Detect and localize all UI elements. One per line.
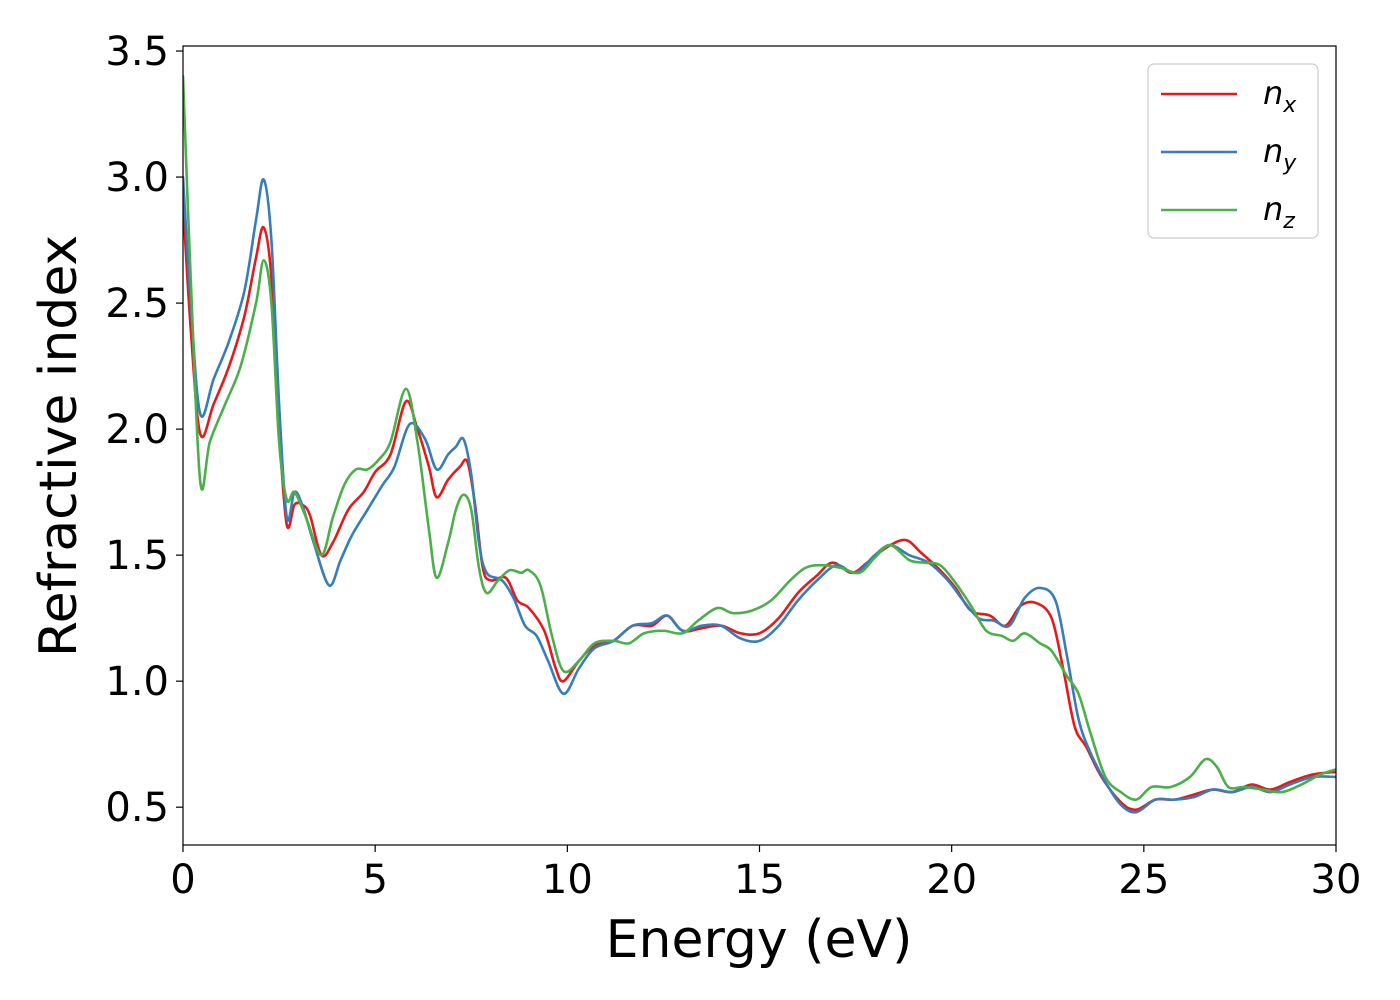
y-tick-label: 1.5 <box>105 533 169 579</box>
legend-items: nx ny nz <box>1161 74 1297 234</box>
x-axis-label: Energy (eV) <box>606 910 913 970</box>
y-axis-label: Refractive index <box>29 235 89 657</box>
y-tick-label: 3.5 <box>105 29 169 75</box>
x-tick-label: 15 <box>734 857 785 903</box>
x-tick-label: 30 <box>1311 857 1362 903</box>
x-tick-label: 20 <box>926 857 977 903</box>
x-axis-ticks: 0 5 10 15 20 25 30 <box>170 845 1361 903</box>
x-tick-label: 0 <box>170 857 195 903</box>
plot-frame <box>182 45 1337 846</box>
series-line-n-y <box>183 175 1336 814</box>
y-tick-label: 0.5 <box>105 785 169 831</box>
y-tick-label: 2.5 <box>105 281 169 327</box>
y-tick-label: 2.0 <box>105 407 169 453</box>
legend-label-n-x: nx <box>1263 74 1297 118</box>
series-line-n-z <box>183 74 1336 802</box>
x-tick-label: 10 <box>542 857 593 903</box>
y-tick-label: 1.0 <box>105 659 169 705</box>
legend-label-n-y: ny <box>1263 132 1297 176</box>
series-layer <box>183 74 1336 814</box>
legend-label-n-z: nz <box>1263 190 1295 234</box>
legend: nx ny nz <box>1147 63 1319 239</box>
y-axis-ticks: 0.5 1.0 1.5 2.0 2.5 3.0 3.5 <box>105 29 183 831</box>
y-tick-label: 3.0 <box>105 155 169 201</box>
x-tick-label: 5 <box>362 857 387 903</box>
x-tick-label: 25 <box>1118 857 1169 903</box>
